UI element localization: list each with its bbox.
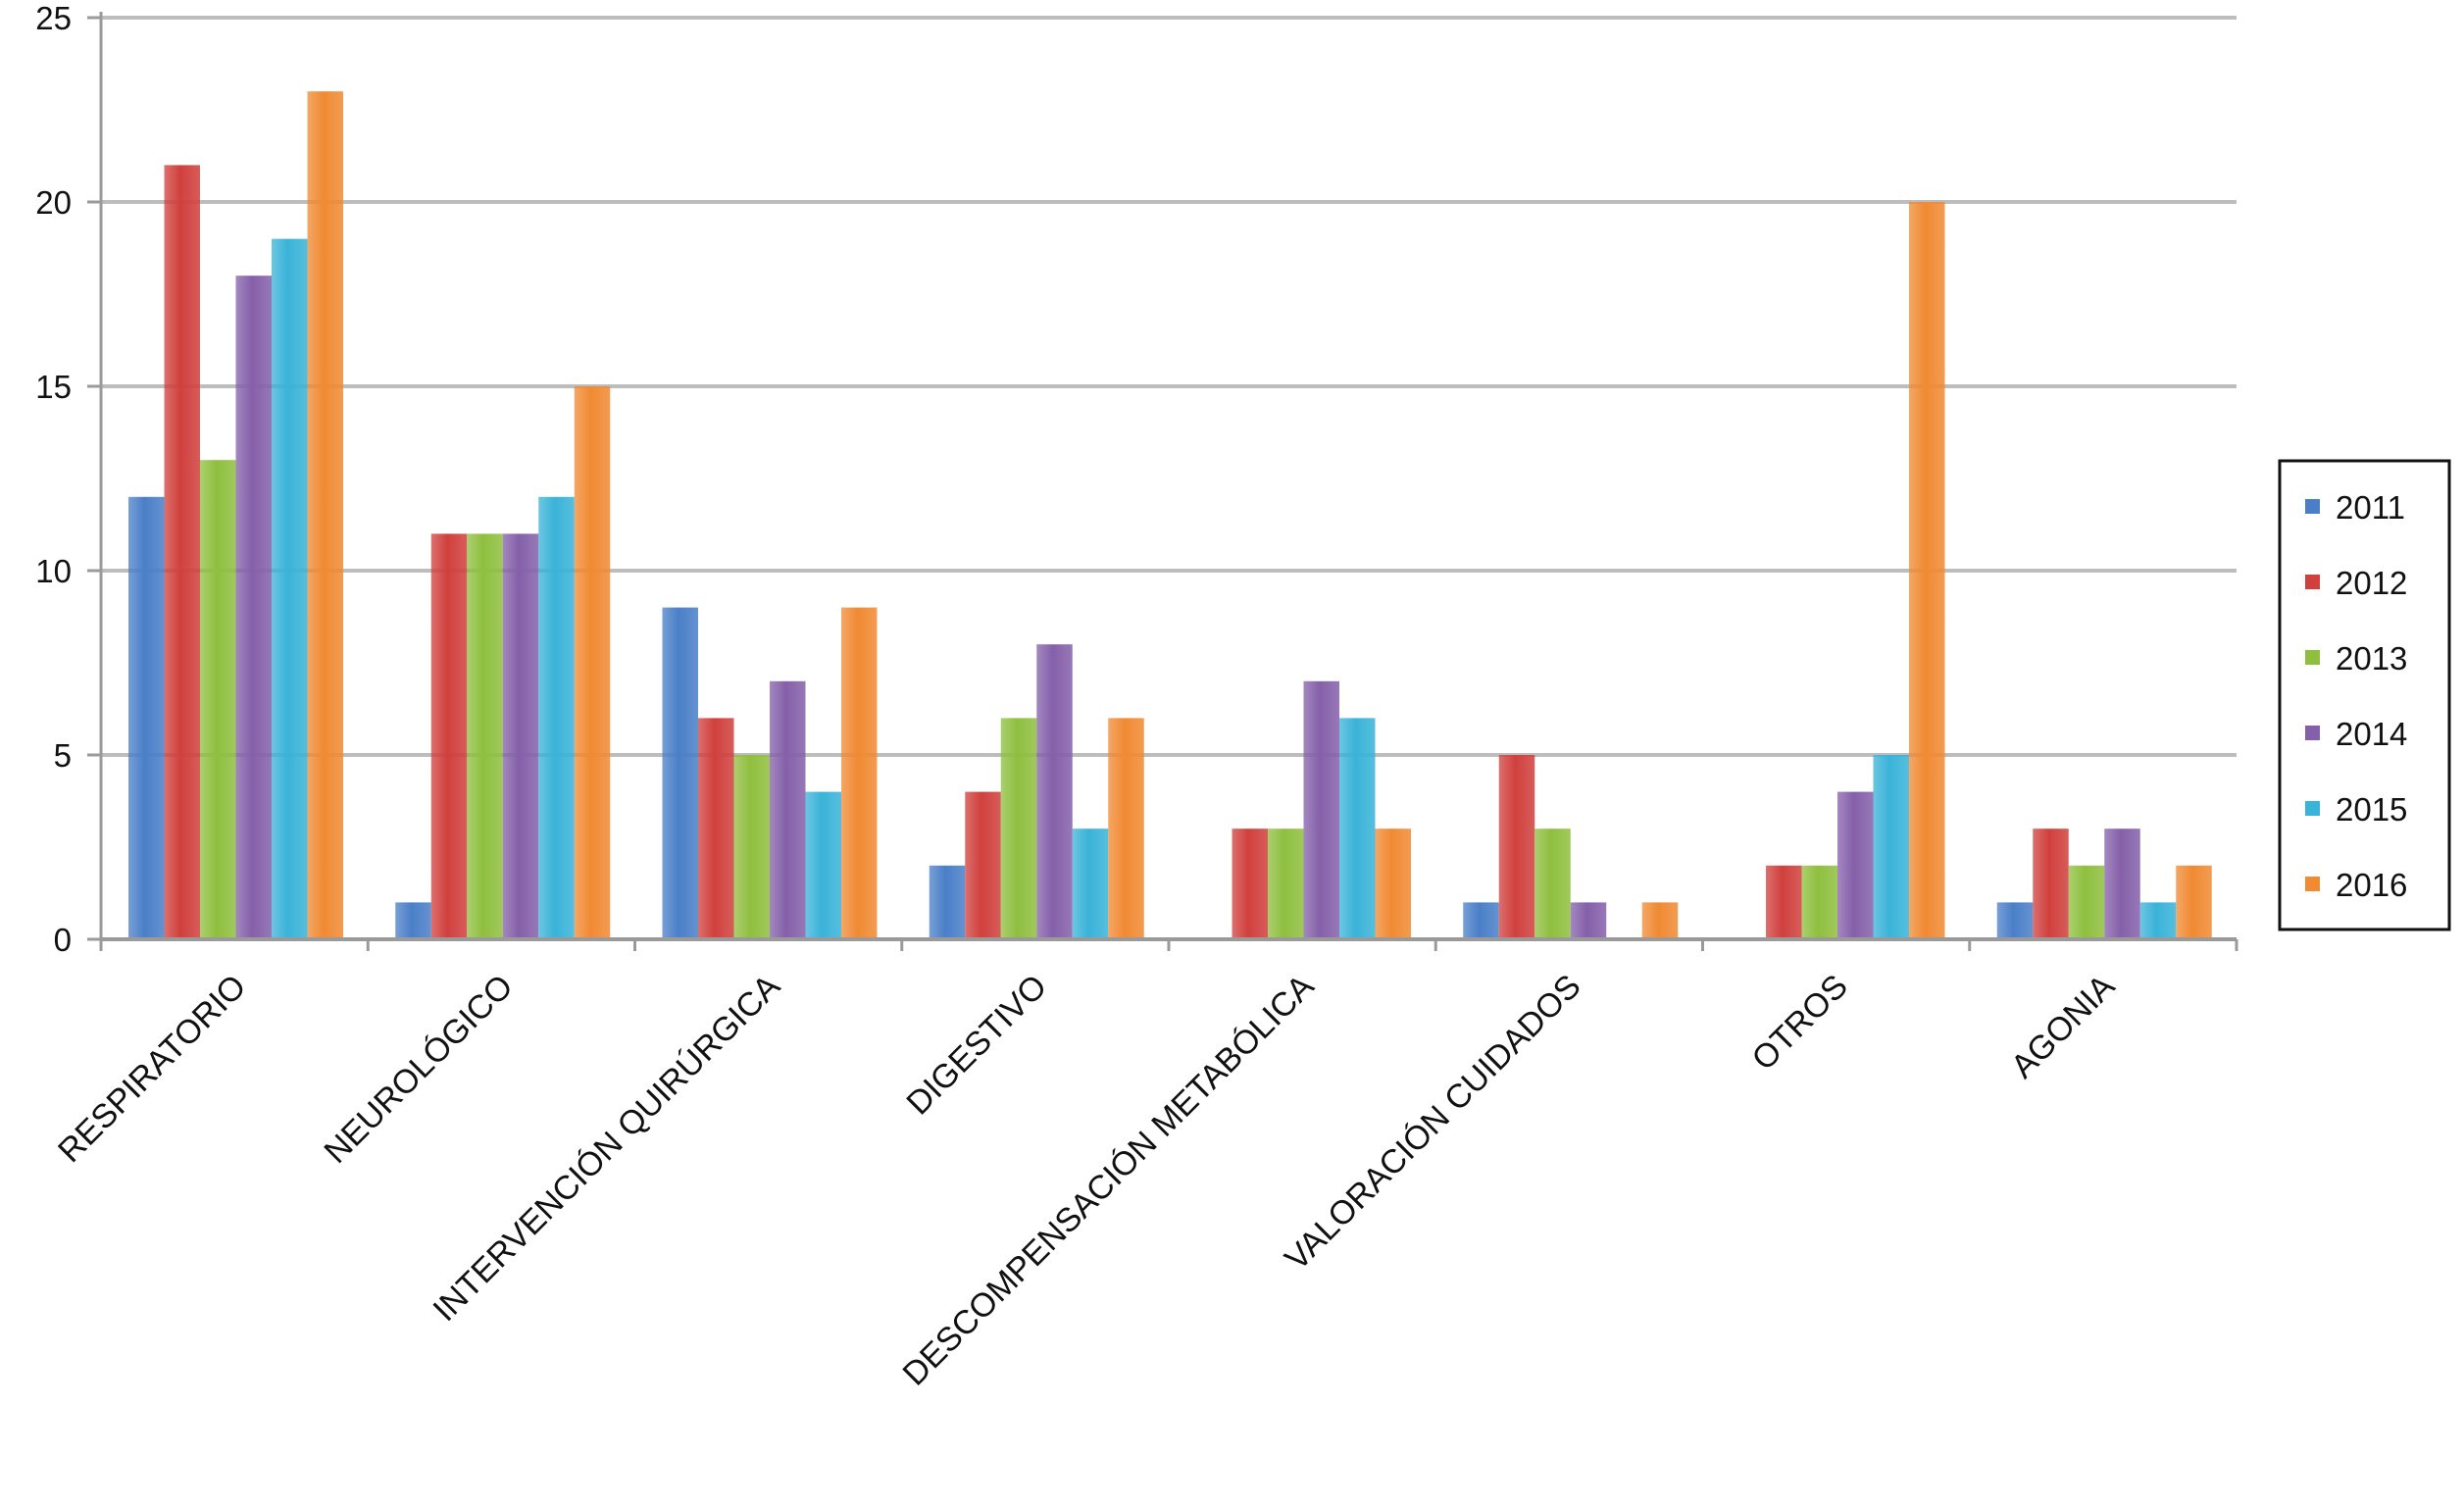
bar-2016-7	[1909, 202, 1945, 939]
bar-2012-1	[164, 165, 200, 939]
y-tick-label: 15	[35, 369, 72, 405]
bar-2011-6	[1463, 902, 1499, 939]
x-category-label: NEUROLÓGICO	[317, 968, 520, 1171]
x-category-label: OTROS	[1745, 968, 1855, 1078]
bar-2013-3	[733, 755, 770, 939]
x-category-label: DIGESTIVO	[899, 968, 1054, 1123]
bar-2016-6	[1641, 902, 1679, 939]
bar-2012-3	[698, 718, 734, 939]
bar-2014-7	[1837, 791, 1874, 939]
x-category-label: AGONIA	[2004, 968, 2123, 1086]
legend-swatch	[2305, 801, 2320, 816]
bar-2013-5	[1268, 828, 1304, 939]
bar-2016-1	[307, 91, 343, 939]
bar-2014-6	[1570, 902, 1607, 939]
bar-2012-4	[965, 791, 1001, 939]
bar-2011-2	[395, 902, 431, 939]
bar-2013-1	[200, 460, 236, 939]
bar-2014-2	[502, 533, 539, 939]
bar-2016-4	[1108, 718, 1144, 939]
y-tick-label: 5	[54, 737, 72, 774]
bar-2015-2	[538, 496, 575, 939]
bars	[128, 91, 2212, 940]
bar-2013-6	[1534, 828, 1571, 939]
legend-label: 2016	[2336, 867, 2407, 903]
legend-swatch	[2305, 499, 2320, 514]
bar-2014-3	[770, 680, 806, 939]
bar-2011-8	[1996, 902, 2034, 939]
legend: 2011 2012 2013 2014 2015 2016	[2278, 459, 2451, 931]
bar-2014-5	[1303, 680, 1339, 939]
bar-2015-5	[1339, 718, 1376, 939]
bar-2015-8	[2139, 902, 2177, 939]
axes	[87, 12, 2238, 951]
bar-2012-6	[1498, 755, 1535, 939]
x-category-label: RESPIRATORIO	[51, 968, 253, 1170]
bar-2011-4	[929, 865, 966, 939]
bar-2012-5	[1232, 828, 1268, 939]
y-tick-label: 25	[35, 0, 72, 36]
bar-2016-2	[574, 386, 611, 939]
legend-swatch	[2305, 877, 2320, 891]
y-tick-label: 10	[35, 553, 72, 589]
bar-2011-3	[662, 607, 698, 939]
bar-2016-5	[1375, 828, 1411, 939]
y-tick-label: 0	[54, 922, 72, 958]
bar-2013-7	[1801, 865, 1837, 939]
bar-2015-3	[805, 791, 841, 939]
bar-2014-1	[235, 276, 272, 939]
legend-label: 2013	[2336, 640, 2407, 677]
x-category-label: VALORACIÓN CUIDADOS	[1278, 968, 1587, 1278]
bar-2013-8	[2068, 865, 2105, 939]
bar-2013-4	[1000, 718, 1037, 939]
y-tick-label: 20	[35, 184, 72, 221]
bar-2015-1	[272, 238, 308, 940]
bar-2012-7	[1766, 865, 1802, 939]
bar-2014-4	[1036, 644, 1073, 939]
bar-2015-7	[1873, 755, 1909, 939]
legend-label: 2012	[2336, 565, 2407, 601]
bar-2011-1	[128, 496, 165, 939]
legend-label: 2015	[2336, 791, 2407, 828]
bar-2014-8	[2104, 828, 2140, 939]
bar-2012-2	[430, 533, 468, 939]
bar-2016-3	[841, 607, 878, 939]
legend-swatch	[2305, 726, 2320, 740]
legend-swatch	[2305, 650, 2320, 665]
legend-swatch	[2305, 575, 2320, 589]
bar-2016-8	[2176, 865, 2212, 939]
legend-label: 2014	[2336, 716, 2407, 752]
bar-2012-8	[2033, 828, 2069, 939]
legend-box	[2278, 459, 2451, 931]
y-axis-tick-labels: 0 5 10 15 20 25	[35, 0, 72, 958]
bar-2015-4	[1072, 828, 1109, 939]
legend-label: 2011	[2336, 489, 2405, 526]
bar-2013-2	[467, 533, 503, 939]
x-category-label: DESCOMPENSACIÓN METABÓLICA	[896, 968, 1322, 1393]
